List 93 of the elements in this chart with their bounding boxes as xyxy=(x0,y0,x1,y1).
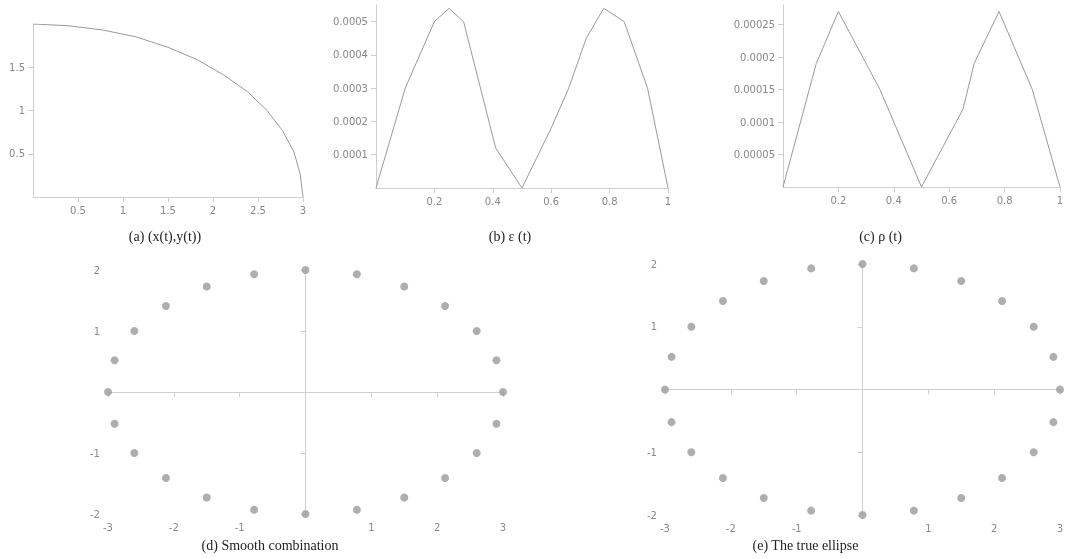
x-tick-label: 0.6 xyxy=(941,194,958,206)
point xyxy=(130,449,139,457)
x-tick-label: 3 xyxy=(299,204,307,216)
x-tick-label: 2.5 xyxy=(250,204,266,216)
x-tick-label: -3 xyxy=(660,522,670,534)
y-tick-label: 0.0002 xyxy=(332,115,368,127)
point xyxy=(998,297,1007,306)
y-tick-label: 0.0001 xyxy=(740,116,775,128)
x-tick-label: 1 xyxy=(664,195,672,207)
point xyxy=(807,506,816,515)
point xyxy=(1029,448,1038,457)
x-tick-label: 1 xyxy=(925,522,932,534)
y-tick-label: -1 xyxy=(647,446,657,458)
point xyxy=(759,276,768,285)
y-tick-label: 0.00015 xyxy=(733,84,775,95)
y-tick-label: 0.5 xyxy=(9,148,25,160)
y-tick-label: 0.0001 xyxy=(332,149,368,161)
y-tick-label: 1.5 xyxy=(9,61,25,73)
y-tick-label: 1 xyxy=(650,321,657,333)
x-tick-label: -2 xyxy=(725,522,736,534)
point xyxy=(400,282,409,291)
text: (c) ρ (t) xyxy=(859,228,903,245)
point xyxy=(110,419,119,428)
x-tick-label: 0.2 xyxy=(426,195,443,207)
point xyxy=(909,506,918,515)
x-tick-label: 0.6 xyxy=(543,195,560,207)
point xyxy=(250,270,259,279)
point xyxy=(250,505,259,514)
point xyxy=(492,356,501,365)
point xyxy=(441,474,450,483)
x-tick-label: 3 xyxy=(499,521,507,533)
point xyxy=(957,494,966,503)
point xyxy=(1049,352,1058,361)
x-tick-label: 2 xyxy=(209,204,217,216)
x-tick-label: 3 xyxy=(1056,522,1064,534)
point xyxy=(687,448,696,457)
point xyxy=(667,352,676,361)
x-tick-label: 1 xyxy=(1056,194,1064,206)
y-tick-label: 1 xyxy=(93,325,100,337)
point xyxy=(130,327,139,335)
y-tick-label: -2 xyxy=(90,508,100,520)
y-tick-label: -2 xyxy=(647,509,657,521)
x-tick-label: -3 xyxy=(103,521,113,533)
x-tick-label: 1 xyxy=(119,204,127,216)
y-tick-label: -1 xyxy=(90,447,100,459)
x-tick-label: 0.8 xyxy=(996,194,1013,206)
point xyxy=(807,264,816,273)
point xyxy=(472,327,481,335)
point xyxy=(1049,418,1058,427)
point xyxy=(909,264,918,273)
x-tick-label: -1 xyxy=(791,522,802,534)
point xyxy=(759,494,768,503)
point xyxy=(400,493,409,502)
x-tick-label: 0.2 xyxy=(830,194,847,206)
y-tick-label: 2 xyxy=(650,258,657,270)
point xyxy=(352,505,361,514)
text: (d) Smooth combination xyxy=(201,537,339,554)
y-tick-label: 0.00005 xyxy=(733,149,775,160)
point xyxy=(718,473,727,482)
x-tick-label: 0.5 xyxy=(70,204,86,216)
text: (a) (x(t),y(t)) xyxy=(128,228,202,245)
x-tick-label: 2 xyxy=(990,522,998,534)
y-tick-label: 2 xyxy=(93,264,100,276)
x-tick-label: -1 xyxy=(234,521,245,533)
point xyxy=(492,419,501,428)
x-tick-label: 0.4 xyxy=(484,195,501,207)
x-tick-label: 0.8 xyxy=(601,195,618,207)
point xyxy=(687,322,696,331)
point xyxy=(161,474,170,483)
x-tick-label: 1.5 xyxy=(160,204,176,216)
point xyxy=(667,418,676,427)
x-tick-label: 2 xyxy=(433,521,441,533)
y-tick-label: 0.00025 xyxy=(733,19,775,30)
point xyxy=(441,301,450,310)
point xyxy=(202,493,211,502)
y-tick-label: 0.0002 xyxy=(740,51,775,63)
text: (b) ε (t) xyxy=(488,228,532,245)
point xyxy=(998,473,1007,482)
x-tick-label: 0.4 xyxy=(885,194,902,206)
x-tick-label: -2 xyxy=(168,521,179,533)
point xyxy=(352,270,361,279)
point xyxy=(718,297,727,306)
y-tick-label: 1 xyxy=(18,105,25,116)
point xyxy=(161,301,170,310)
y-tick-label: 0.0004 xyxy=(332,49,368,61)
point xyxy=(1029,322,1038,331)
point xyxy=(110,356,119,365)
y-tick-label: 0.0005 xyxy=(332,16,368,28)
point xyxy=(202,282,211,291)
point xyxy=(957,276,966,285)
y-tick-label: 0.0003 xyxy=(332,82,368,94)
point xyxy=(472,449,481,457)
text: (e) The true ellipse xyxy=(752,537,859,554)
